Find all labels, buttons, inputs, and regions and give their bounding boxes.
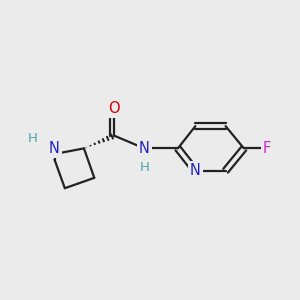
Text: N: N xyxy=(49,141,60,156)
Text: H: H xyxy=(28,132,38,146)
Text: O: O xyxy=(108,101,120,116)
Text: F: F xyxy=(263,141,271,156)
Text: H: H xyxy=(140,161,149,174)
Text: N: N xyxy=(139,141,150,156)
Text: N: N xyxy=(190,163,201,178)
